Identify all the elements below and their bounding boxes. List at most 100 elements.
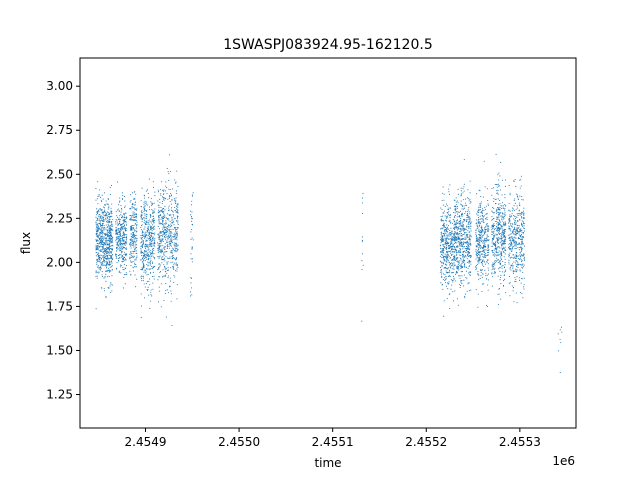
data-point <box>520 256 522 258</box>
data-point <box>129 254 131 256</box>
data-point <box>441 275 443 277</box>
data-point <box>170 290 172 292</box>
data-point <box>517 197 519 199</box>
data-point <box>502 285 504 287</box>
data-point <box>514 179 516 181</box>
data-point <box>148 233 150 236</box>
data-point <box>118 238 121 241</box>
data-point <box>503 246 505 248</box>
data-point <box>159 214 161 216</box>
data-point <box>495 241 497 243</box>
data-point <box>100 215 103 217</box>
data-point <box>120 265 122 267</box>
data-point <box>164 226 166 228</box>
data-point <box>148 197 150 199</box>
data-point <box>498 185 500 187</box>
data-point <box>460 267 462 270</box>
data-point <box>166 231 169 233</box>
data-point <box>522 225 524 227</box>
data-point <box>132 212 134 214</box>
data-point <box>520 228 522 230</box>
data-point <box>124 253 126 255</box>
data-point <box>116 228 118 230</box>
data-point <box>499 220 501 222</box>
data-point <box>145 190 147 192</box>
data-point <box>455 211 457 213</box>
data-point <box>136 250 138 252</box>
data-point <box>168 194 171 197</box>
data-point <box>445 232 447 234</box>
data-point <box>466 226 468 228</box>
data-point <box>523 223 525 225</box>
data-point <box>131 192 134 194</box>
data-point <box>470 228 472 230</box>
data-point <box>108 219 110 221</box>
data-point <box>475 250 477 252</box>
data-point <box>468 255 470 257</box>
data-point <box>102 198 104 200</box>
data-point <box>504 249 506 251</box>
data-point <box>110 255 112 257</box>
data-point <box>117 258 119 260</box>
data-point <box>132 261 134 263</box>
data-point <box>501 245 503 247</box>
data-point <box>161 181 163 183</box>
data-point <box>442 239 444 241</box>
data-point <box>492 235 495 237</box>
data-point <box>166 228 169 230</box>
data-point <box>444 246 446 248</box>
data-point <box>512 224 514 226</box>
data-point <box>483 215 485 217</box>
data-point <box>119 231 121 233</box>
data-point <box>491 264 493 266</box>
data-point <box>145 268 147 270</box>
data-point <box>107 236 109 238</box>
data-point <box>110 241 112 244</box>
data-point <box>521 211 523 213</box>
data-point <box>451 222 454 224</box>
data-point <box>503 279 505 282</box>
data-point <box>516 276 518 278</box>
data-point <box>515 268 517 270</box>
data-point <box>460 257 462 259</box>
data-point <box>456 222 458 224</box>
data-point <box>95 228 97 230</box>
data-point <box>518 233 520 235</box>
data-point <box>498 250 500 252</box>
data-point <box>487 246 489 248</box>
data-point <box>150 259 152 261</box>
data-point <box>466 290 468 292</box>
data-point <box>461 229 463 231</box>
data-point <box>165 255 167 257</box>
data-point <box>492 262 494 264</box>
data-point <box>96 236 98 238</box>
data-point <box>482 255 484 257</box>
data-point <box>495 202 497 205</box>
data-point <box>478 236 480 238</box>
data-point <box>134 223 136 225</box>
data-point <box>461 244 463 246</box>
data-point <box>517 266 519 268</box>
data-point <box>496 190 498 192</box>
data-point <box>104 192 106 194</box>
data-point <box>513 228 515 230</box>
data-point <box>455 252 457 254</box>
data-point <box>190 258 192 260</box>
data-point <box>96 277 98 279</box>
data-point <box>444 279 446 281</box>
data-point <box>135 266 137 268</box>
data-point <box>146 244 148 246</box>
data-point <box>97 255 99 258</box>
data-point <box>510 245 512 247</box>
data-point <box>442 186 444 188</box>
data-point <box>176 251 178 253</box>
data-point <box>449 244 451 246</box>
data-point <box>456 254 458 256</box>
data-point <box>144 226 146 228</box>
data-point <box>106 215 108 217</box>
data-point <box>100 219 102 221</box>
data-point <box>163 275 165 277</box>
data-point <box>190 238 192 240</box>
data-point <box>501 213 504 215</box>
data-point <box>111 266 113 268</box>
